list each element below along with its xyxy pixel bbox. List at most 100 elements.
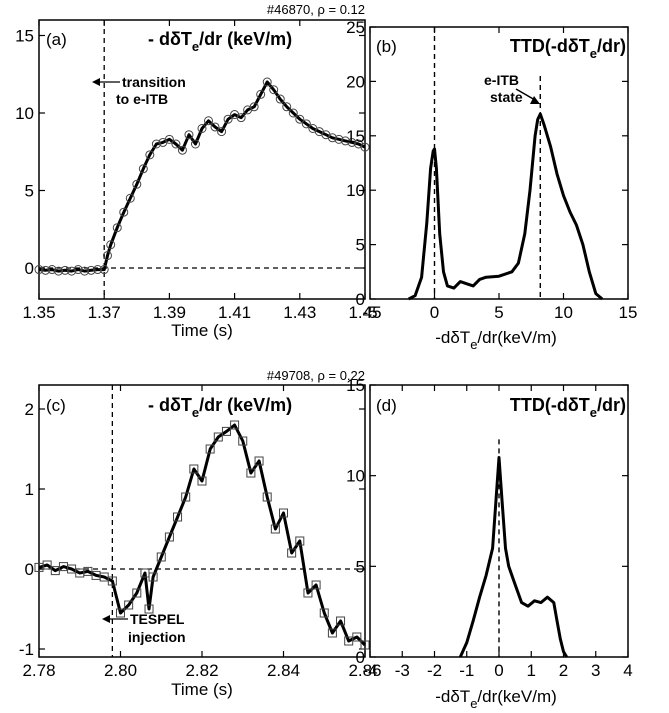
- x-tick-label: 1.37: [88, 303, 121, 322]
- x-tick-label: 3: [591, 661, 600, 680]
- plot-frame-c: [38, 384, 366, 658]
- data-point: [197, 476, 207, 486]
- data-point: [246, 468, 256, 478]
- x-tick-label: 2.80: [104, 661, 137, 680]
- data-point: [132, 588, 142, 598]
- y-tick-label: 15: [346, 376, 365, 395]
- chart-title-b: TTD(-dδTe/dr): [510, 36, 626, 61]
- data-point: [54, 266, 64, 276]
- data-point: [171, 139, 181, 149]
- x-tick-label: 1.41: [218, 303, 251, 322]
- series-line: [408, 112, 604, 301]
- x-axis-label-c: Time (s): [171, 680, 233, 699]
- annotation-line1-a: transition: [122, 74, 186, 90]
- data-point: [67, 266, 77, 276]
- data-point: [282, 102, 292, 112]
- data-point: [262, 77, 272, 87]
- data-point: [34, 265, 44, 275]
- x-axis-label-b: -dδTe/dr(keV/m): [435, 328, 557, 352]
- panel-label-d: (d): [376, 396, 397, 415]
- data-point: [177, 145, 187, 155]
- chart-title-d: TTD(-dδTe/dr): [510, 395, 626, 420]
- x-tick-label: 15: [619, 303, 638, 322]
- y-tick-label: 0: [25, 259, 34, 278]
- data-point: [360, 142, 370, 152]
- x-tick-label: -4: [362, 661, 377, 680]
- data-point: [107, 576, 117, 586]
- chart-title-c: - dδTe/dr (keV/m): [148, 395, 292, 420]
- y-tick-label: 15: [346, 127, 365, 146]
- data-point: [86, 265, 96, 275]
- data-point: [295, 114, 305, 124]
- x-tick-label: 1.43: [283, 303, 316, 322]
- data-point: [119, 207, 129, 217]
- annotation-line2-c: injection: [128, 629, 186, 645]
- data-point: [156, 552, 166, 562]
- y-tick-label: 20: [346, 72, 365, 91]
- y-tick-label: 0: [356, 648, 365, 667]
- data-point: [189, 464, 199, 474]
- series-line: [38, 80, 366, 273]
- x-tick-label: 2.82: [185, 661, 218, 680]
- data-point: [223, 114, 233, 124]
- x-axis-label-a: Time (s): [171, 321, 233, 340]
- data-point: [303, 588, 313, 598]
- panel-label-a: (a): [46, 30, 67, 49]
- data-point: [238, 436, 248, 446]
- x-tick-label: 0: [494, 661, 503, 680]
- panel-label-c: (c): [46, 396, 66, 415]
- panel-label-b: (b): [376, 37, 397, 56]
- y-tick-label: 2: [25, 400, 34, 419]
- data-point: [340, 136, 350, 146]
- marker-lines-b: [433, 27, 541, 299]
- y-tick-label: -1: [19, 640, 34, 659]
- data-point: [287, 548, 297, 558]
- data-point: [132, 179, 142, 189]
- annotation-line1-c: TESPEL: [130, 611, 185, 627]
- data-point: [80, 266, 90, 276]
- plot-frame-a: [38, 19, 366, 300]
- data-point: [279, 508, 288, 518]
- data-point: [144, 604, 154, 614]
- data-point: [138, 164, 148, 174]
- x-tick-label: -3: [395, 661, 410, 680]
- data-point: [47, 265, 57, 275]
- data-point: [164, 134, 174, 144]
- data-point: [181, 492, 191, 502]
- data-point: [270, 524, 280, 534]
- y-tick-label: 0: [356, 290, 365, 309]
- x-tick-label: 10: [554, 303, 573, 322]
- ticks-c: 2.78 2.80 2.82 2.84 2.86 -1 0 1 2: [19, 385, 382, 680]
- annotation-arrowhead-b: [530, 96, 540, 104]
- data-point: [275, 94, 285, 104]
- x-tick-label: 1.39: [153, 303, 186, 322]
- data-point: [102, 251, 112, 261]
- series-c: [34, 420, 370, 650]
- data-point: [352, 632, 362, 642]
- x-tick-label: 2: [559, 661, 568, 680]
- chart-title-a: - dδTe/dr (keV/m): [148, 29, 292, 54]
- annotation-line2-a: to e-ITB: [116, 91, 168, 107]
- data-point: [210, 122, 220, 132]
- data-point: [116, 608, 125, 618]
- data-point: [151, 139, 161, 149]
- series-b: [408, 112, 604, 301]
- annotation-arrowhead-c: [102, 615, 110, 623]
- data-point: [99, 265, 109, 275]
- shot-label-c: #49708, ρ = 0.22: [267, 368, 365, 383]
- annotation-line2-b: state: [490, 89, 523, 105]
- x-axis-label-d: -dδTe/dr(keV/m): [435, 687, 557, 711]
- data-point: [334, 134, 344, 144]
- y-tick-label: 0: [25, 560, 34, 579]
- data-point: [190, 139, 200, 149]
- x-tick-label: 1: [527, 661, 536, 680]
- data-point: [164, 532, 174, 542]
- annotation-line1-b: e-ITB: [484, 72, 519, 88]
- data-point: [327, 628, 337, 638]
- data-point: [347, 137, 357, 147]
- series-line: [38, 423, 367, 647]
